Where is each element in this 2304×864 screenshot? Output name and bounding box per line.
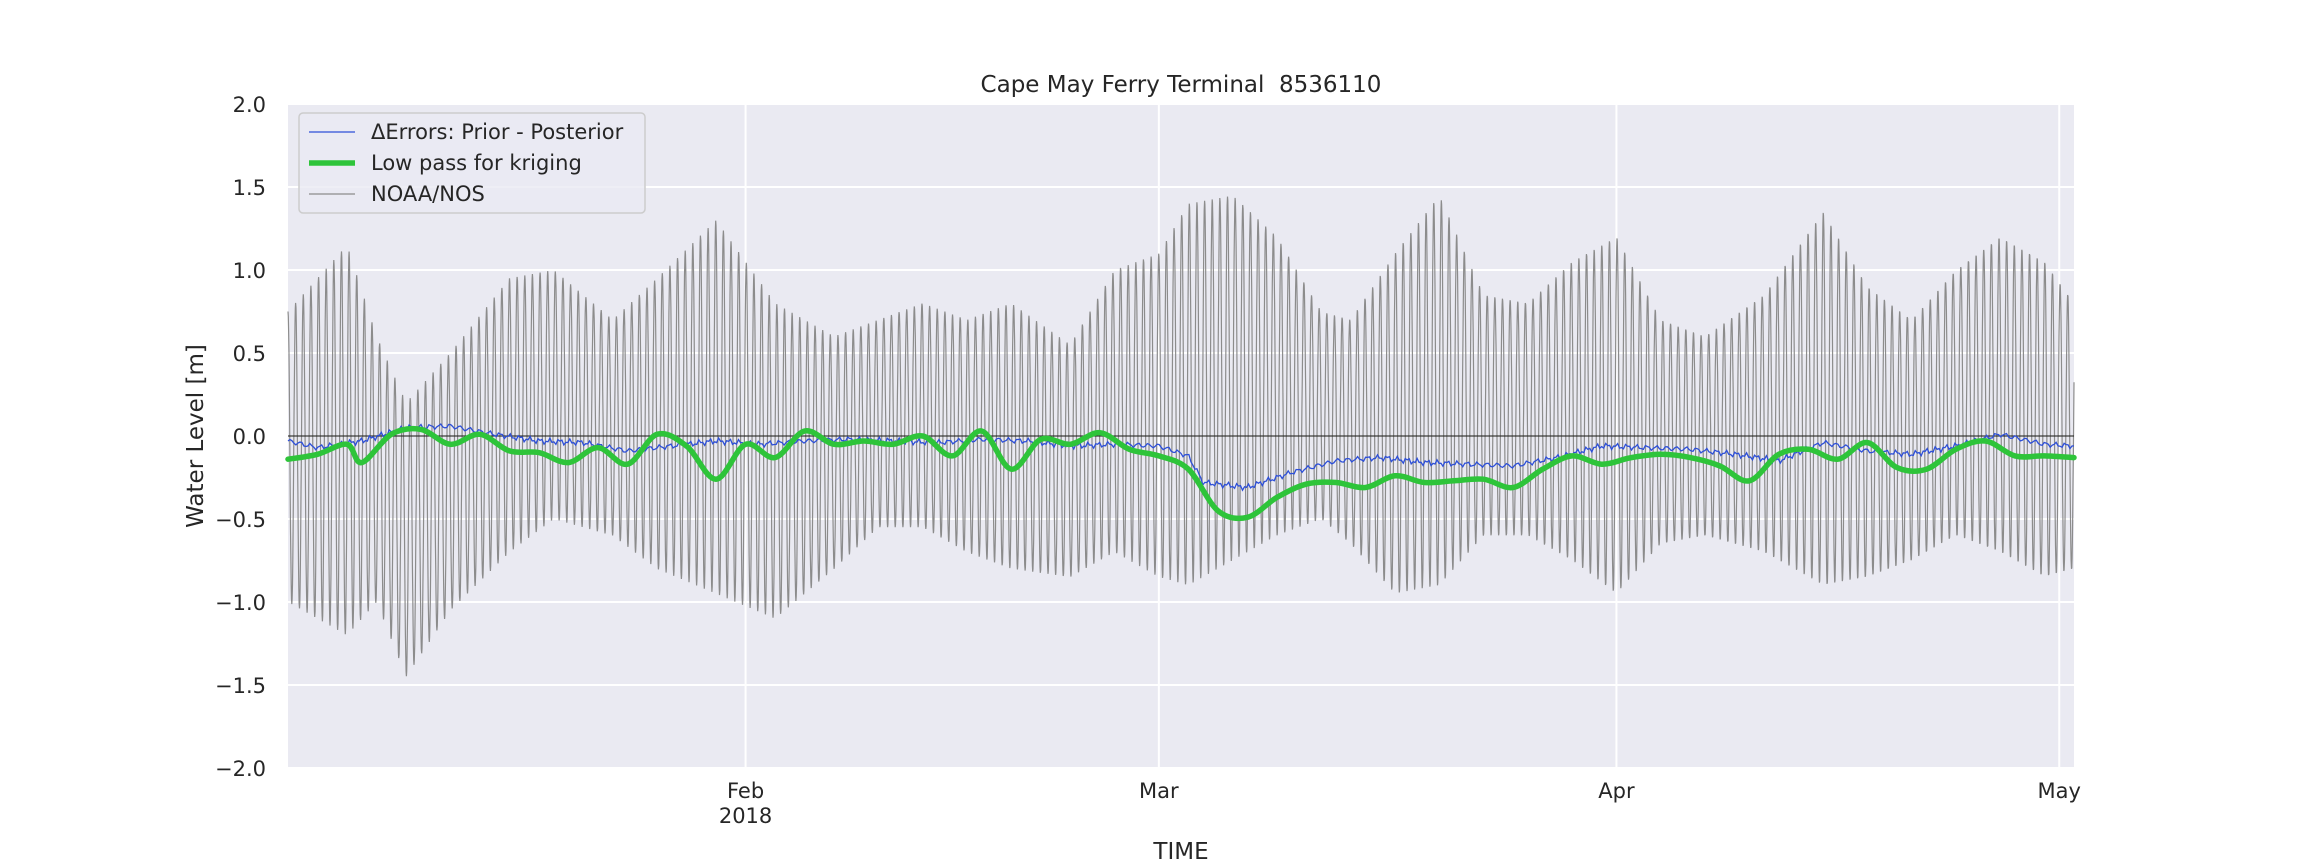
legend-label: NOAA/NOS <box>371 182 485 206</box>
y-tick-label: 0.0 <box>233 425 266 449</box>
legend-frame <box>298 112 646 214</box>
x-tick-label: Feb <box>727 779 764 803</box>
y-tick-label: 1.5 <box>233 176 266 200</box>
series-noaa-nos-line <box>287 196 2075 677</box>
series-layer <box>285 196 2077 677</box>
series-low-pass-line <box>285 425 2077 522</box>
legend-label: ΔErrors: Prior - Posterior <box>371 120 624 144</box>
y-tick-label: −0.5 <box>215 508 266 532</box>
legend: ΔErrors: Prior - Posterior Low pass for k… <box>298 112 646 214</box>
y-tick-label: −1.5 <box>215 674 266 698</box>
y-axis-label: Water Level [m] <box>183 344 209 528</box>
y-tick-label: 2.0 <box>233 93 266 117</box>
x-tick-label: Apr <box>1598 779 1635 803</box>
x-tick-label: May <box>2038 779 2081 803</box>
y-axis-ticks: 2.0 1.5 1.0 0.5 0.0 −0.5 −1.0 −1.5 −2.0 <box>215 93 266 781</box>
legend-label: Low pass for kriging <box>371 151 582 175</box>
x-axis-label: TIME <box>1152 839 1208 864</box>
series-delta-errors-line <box>287 423 2075 492</box>
x-tick-sublabel: 2018 <box>719 804 772 828</box>
chart-title: Cape May Ferry Terminal 8536110 <box>981 72 1382 98</box>
y-tick-label: 0.5 <box>233 342 266 366</box>
x-tick-label: Mar <box>1139 779 1179 803</box>
y-tick-label: −2.0 <box>215 757 266 781</box>
y-tick-label: −1.0 <box>215 591 266 615</box>
y-tick-label: 1.0 <box>233 259 266 283</box>
